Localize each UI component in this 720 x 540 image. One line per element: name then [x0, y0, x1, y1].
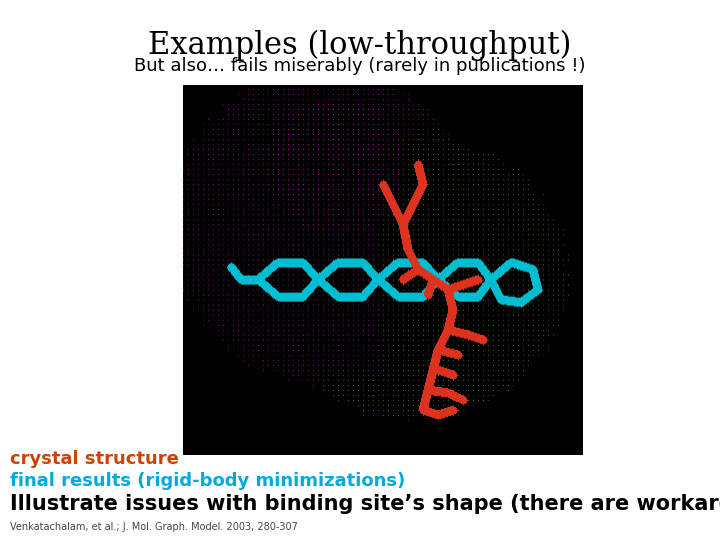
Text: Examples (low-throughput): Examples (low-throughput): [148, 30, 572, 61]
Text: final results (rigid-body minimizations): final results (rigid-body minimizations): [10, 472, 405, 490]
Text: Illustrate issues with binding site’s shape (there are workarounds): Illustrate issues with binding site’s sh…: [10, 494, 720, 514]
Text: crystal structure: crystal structure: [10, 450, 179, 468]
Text: Venkatachalam, et al.; J. Mol. Graph. Model. 2003, 280-307: Venkatachalam, et al.; J. Mol. Graph. Mo…: [10, 522, 298, 532]
Text: But also… fails miserably (rarely in publications !): But also… fails miserably (rarely in pub…: [134, 57, 586, 75]
